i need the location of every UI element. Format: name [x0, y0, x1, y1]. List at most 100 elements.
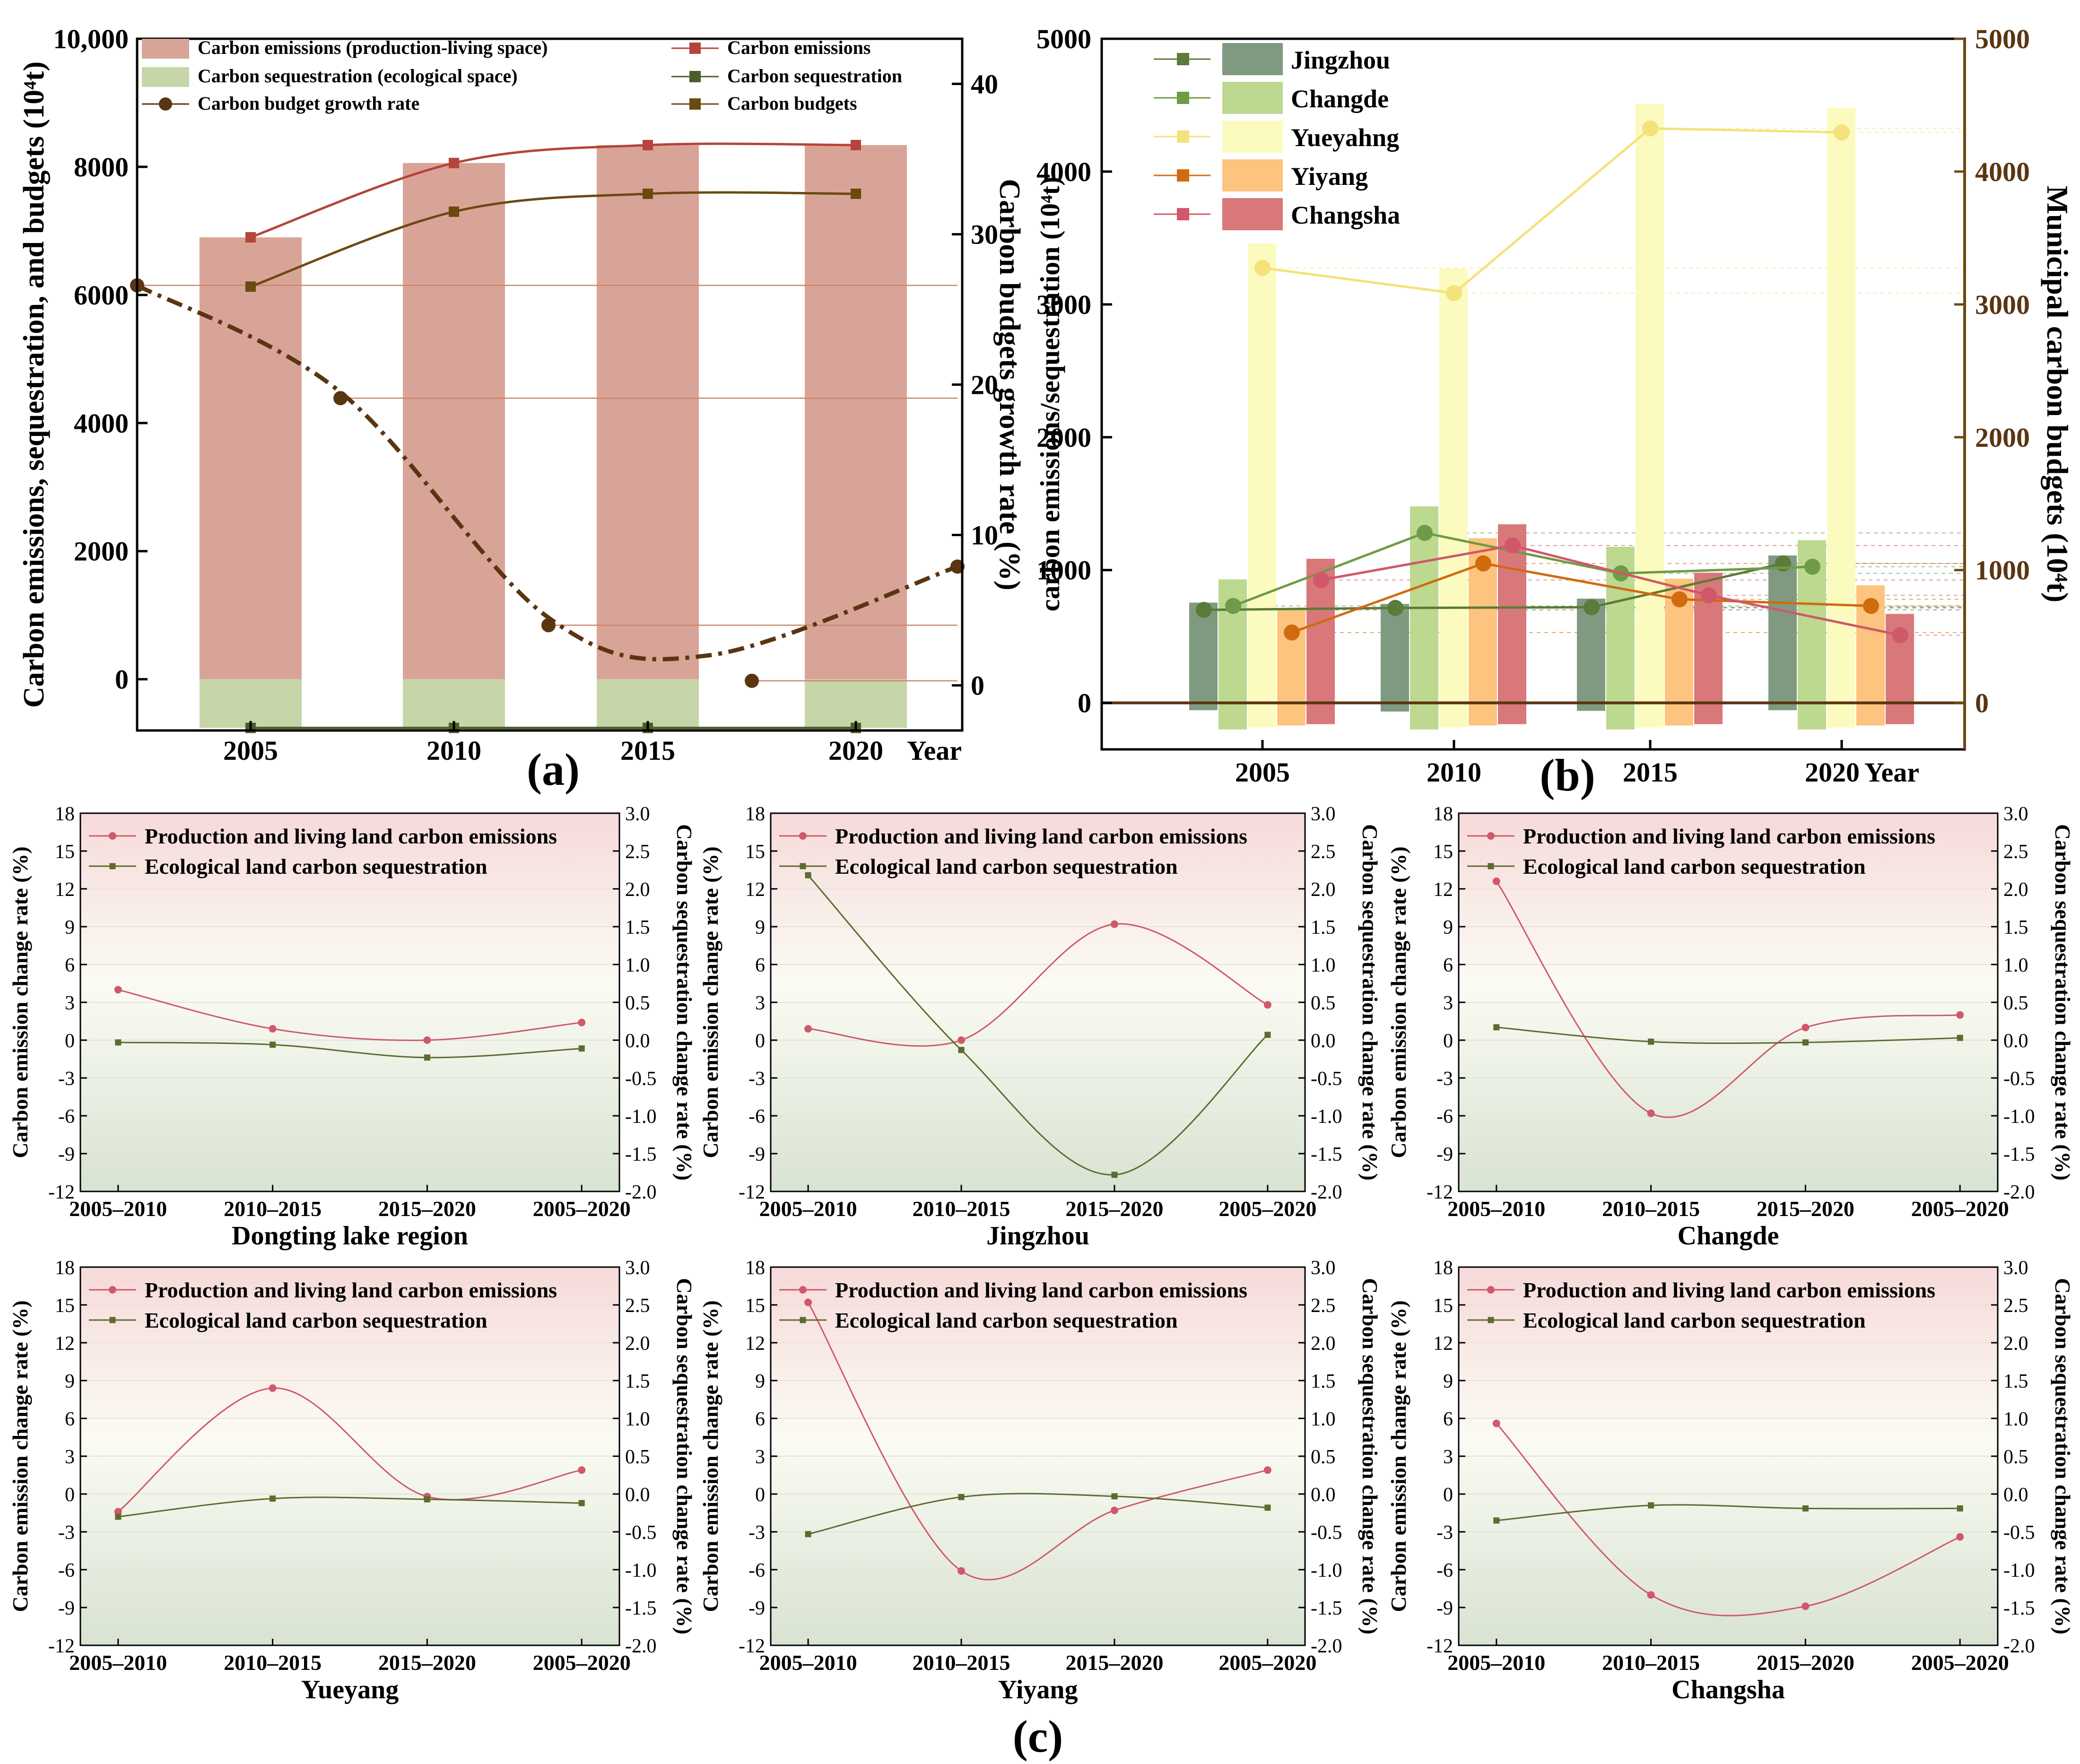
y2tick-label-jingzhou: 1.0 [1311, 955, 1336, 976]
bar-sequestration-yiyang-2020 [1856, 703, 1885, 726]
y2tick-label-yiyang: -1.0 [1311, 1560, 1342, 1582]
y2tick-label-jingzhou: 1.5 [1311, 917, 1336, 938]
ylabel-changsha: Carbon emission change rate (%) [1386, 1300, 1410, 1612]
ytick-label-changde: -12 [1427, 1182, 1453, 1203]
bar-sequestration-2020 [805, 679, 907, 728]
y2tick-label-yiyang: 3.0 [1311, 1257, 1336, 1279]
legend-marker-a [689, 98, 701, 110]
ytick-label-yueyang: -6 [58, 1560, 75, 1582]
ylabel-a: Carbon emissions, sequestration, and bud… [18, 61, 50, 708]
line-sequestration-changsha [1496, 1504, 1960, 1521]
legend-marker-dongting-lake-region [109, 863, 116, 869]
legend-marker-a [689, 71, 701, 82]
ytick-label-jingzhou: 0 [755, 1030, 765, 1052]
ytick-label-yiyang: 6 [755, 1408, 765, 1430]
ytick-label-yueyang: -3 [58, 1522, 75, 1544]
marker-carbon-budgets-2005 [245, 281, 256, 292]
legend-label-a: Carbon sequestration [727, 65, 902, 87]
legend-label-a: Carbon emissions (production-living spac… [198, 37, 548, 58]
bar-emissions-yueyahng-2005 [1248, 243, 1276, 703]
y2tick-label-yueyang: -0.5 [625, 1522, 657, 1544]
ytick-label-changde: 18 [1433, 803, 1453, 825]
xtick-label-a: 2005 [223, 735, 278, 766]
y2tick-label-changde: 1.0 [2003, 955, 2028, 976]
legend-marker-a [159, 97, 172, 111]
y2tick-label-dongting-lake-region: -1.5 [625, 1144, 657, 1165]
bar-sequestration-changde-2010 [1410, 703, 1438, 730]
bar-emissions-2005 [200, 237, 302, 679]
ytick-label-b: 1000 [1036, 555, 1091, 586]
y2tick-label-jingzhou: -2.0 [1311, 1182, 1342, 1203]
budget-point-yiyang-2015 [1671, 591, 1688, 608]
bar-sequestration-2010 [403, 679, 505, 728]
legend-label-yueyang: Ecological land carbon sequestration [145, 1308, 487, 1332]
legend-marker-b [1177, 169, 1189, 182]
ytick-label-changsha: -12 [1427, 1635, 1453, 1657]
y2tick-label-yiyang: 0.0 [1311, 1484, 1336, 1506]
point-sequestration-changsha-3 [1957, 1505, 1963, 1512]
y2tick-label-jingzhou: 0.5 [1311, 992, 1336, 1014]
ytick-label-yueyang: 0 [65, 1484, 75, 1506]
y2tick-label-b: 2000 [1975, 422, 2030, 453]
bar-emissions-yueyahng-2010 [1439, 269, 1468, 703]
legend-label-b: Yiyang [1291, 162, 1368, 191]
y2tick-label-changsha: 2.5 [2003, 1295, 2028, 1317]
budget-line-changsha [1321, 544, 1901, 636]
ytick-label-yueyang: -9 [58, 1598, 75, 1619]
y2tick-label-changde: 0.5 [2003, 992, 2028, 1014]
y2tick-label-changsha: -1.0 [2003, 1560, 2035, 1582]
point-emissions-dongting-lake-region-2 [423, 1036, 431, 1044]
point-sequestration-yiyang-1 [958, 1494, 965, 1500]
legend-marker-yueyang [109, 1286, 116, 1294]
point-sequestration-dongting-lake-region-1 [270, 1042, 276, 1048]
marker-carbon-emissions-2005 [245, 232, 256, 243]
line-carbon-emissions [250, 142, 856, 239]
line-emissions-changsha [1496, 1423, 1960, 1616]
point-emissions-changde-1 [1647, 1109, 1655, 1117]
legend-label-changde: Ecological land carbon sequestration [1523, 854, 1866, 878]
point-sequestration-yueyang-3 [578, 1500, 585, 1506]
xtick-label-a: 2020 [828, 735, 883, 766]
xtick-label-dongting-lake-region: 2005–2020 [533, 1197, 631, 1221]
budget-point-changsha-2020 [1892, 627, 1908, 643]
y2tick-label-b: 3000 [1975, 289, 2030, 320]
ytick-label-changde: 0 [1443, 1030, 1453, 1052]
xtick-label-jingzhou: 2005–2020 [1218, 1197, 1316, 1221]
legend-swatch-a [142, 39, 189, 59]
ytick-label-yueyang: -12 [48, 1635, 75, 1657]
point-sequestration-changde-2 [1802, 1039, 1809, 1046]
bar-emissions-2010 [403, 163, 505, 679]
y2tick-label-yueyang: 2.0 [625, 1333, 650, 1355]
ytick-label-b: 0 [1078, 688, 1091, 719]
point-sequestration-jingzhou-2 [1111, 1172, 1118, 1178]
growth-point-2 [541, 618, 556, 633]
budget-point-yueyahng-2015 [1642, 120, 1658, 137]
y2tick-label-changde: -2.0 [2003, 1182, 2035, 1203]
ytick-label-changsha: 12 [1433, 1333, 1453, 1355]
ylabel-yiyang: Carbon emission change rate (%) [698, 1300, 722, 1612]
marker-carbon-budgets-2020 [851, 188, 861, 199]
point-emissions-yiyang-0 [804, 1298, 812, 1306]
ytick-label-yueyang: 3 [65, 1446, 75, 1468]
bar-sequestration-changsha-2010 [1498, 703, 1526, 724]
bar-sequestration-jingzhou-2020 [1768, 703, 1797, 711]
y2tick-label-jingzhou: 3.0 [1311, 803, 1336, 825]
subplot-title-jingzhou: Jingzhou [986, 1221, 1089, 1251]
y2tick-label-changde: 1.5 [2003, 917, 2028, 938]
legend-label-jingzhou: Production and living land carbon emissi… [835, 824, 1247, 848]
y2tick-label-changde: 2.0 [2003, 879, 2028, 901]
point-sequestration-yiyang-0 [805, 1531, 811, 1538]
bar-sequestration-jingzhou-2010 [1381, 703, 1409, 712]
ytick-label-jingzhou: -3 [748, 1068, 765, 1090]
y2tick-label-yiyang: 1.0 [1311, 1408, 1336, 1430]
y2tick-label-yiyang: 1.5 [1311, 1371, 1336, 1392]
xtick-label-b: 2010 [1427, 757, 1481, 788]
bar-sequestration-changsha-2015 [1694, 703, 1723, 724]
budget-line-changde [1233, 531, 1813, 607]
y2tick-label-yiyang: 2.0 [1311, 1333, 1336, 1355]
y2tick-label-jingzhou: 2.5 [1311, 841, 1336, 863]
bar-sequestration-yiyang-2005 [1277, 703, 1305, 726]
point-emissions-jingzhou-0 [804, 1025, 812, 1033]
point-emissions-changde-3 [1956, 1011, 1964, 1019]
ytick-label-a: 6000 [74, 280, 129, 311]
